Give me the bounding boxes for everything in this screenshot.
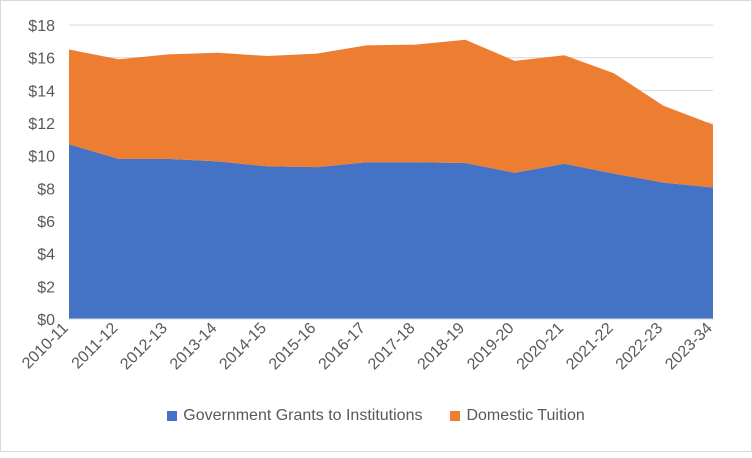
legend: Government Grants to Institutions Domest… [0, 407, 752, 425]
x-tick-label: 2013-14 [167, 320, 221, 374]
x-tick-label: 2022-23 [613, 320, 667, 374]
x-tick-label: 2012-13 [117, 320, 171, 374]
x-tick-label: 2016-17 [316, 320, 370, 374]
x-tick-label: 2011-12 [69, 320, 122, 373]
y-tick-label: $18 [28, 18, 55, 35]
x-tick-label: 2014-15 [216, 320, 270, 374]
legend-label-government-grants: Government Grants to Institutions [183, 407, 423, 424]
y-tick-label: $2 [37, 279, 55, 296]
x-tick-label: 2019-20 [464, 320, 518, 374]
legend-item-government-grants: Government Grants to Institutions [167, 407, 422, 425]
y-tick-label: $6 [37, 214, 55, 231]
y-tick-label: $0 [37, 312, 55, 329]
legend-label-domestic-tuition: Domestic Tuition [466, 407, 585, 424]
area-series-domestic-tuition [69, 39, 713, 188]
x-tick-label: 2018-19 [415, 320, 469, 374]
legend-item-domestic-tuition: Domestic Tuition [450, 407, 585, 425]
legend-swatch-government-grants [167, 411, 178, 421]
x-tick-label: 2020-21 [514, 320, 568, 374]
y-tick-label: $12 [28, 116, 55, 133]
y-tick-label: $4 [37, 247, 55, 264]
legend-swatch-domestic-tuition [450, 411, 461, 421]
y-tick-label: $10 [28, 149, 55, 166]
x-tick-label: 2021-22 [563, 320, 617, 374]
x-tick-label: 2015-16 [266, 320, 320, 374]
area-series-government-grants [69, 144, 713, 319]
x-tick-label: 2023-34 [662, 320, 716, 374]
y-tick-label: $8 [37, 181, 55, 198]
y-tick-label: $16 [28, 51, 55, 68]
y-tick-label: $14 [28, 83, 55, 100]
x-tick-label: 2017-18 [365, 320, 419, 374]
